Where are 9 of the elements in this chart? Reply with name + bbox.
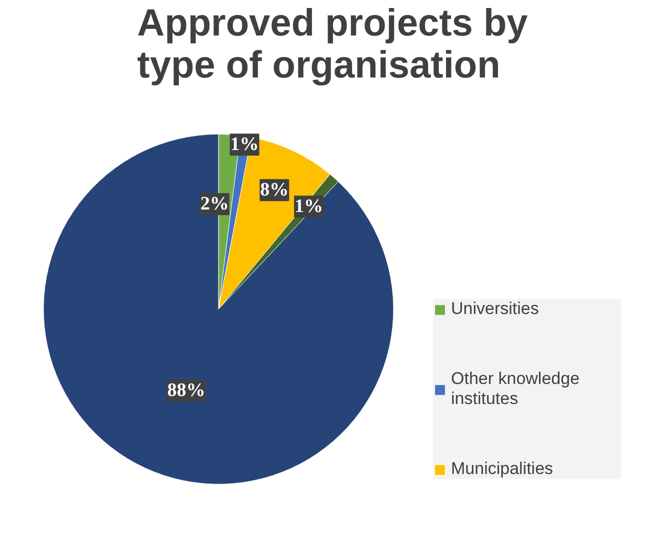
data-label: 1%	[294, 196, 324, 218]
data-label: 1%	[230, 134, 259, 156]
data-label: 88%	[167, 380, 206, 402]
legend-label: Municipalities	[451, 459, 554, 479]
legend-label: Other knowledge institutes	[451, 369, 581, 409]
data-label: 2%	[200, 194, 229, 215]
data-label: 8%	[260, 180, 289, 201]
legend-label: Universities	[451, 299, 540, 319]
chart-title: Approved projects by type of organisation	[137, 2, 528, 86]
